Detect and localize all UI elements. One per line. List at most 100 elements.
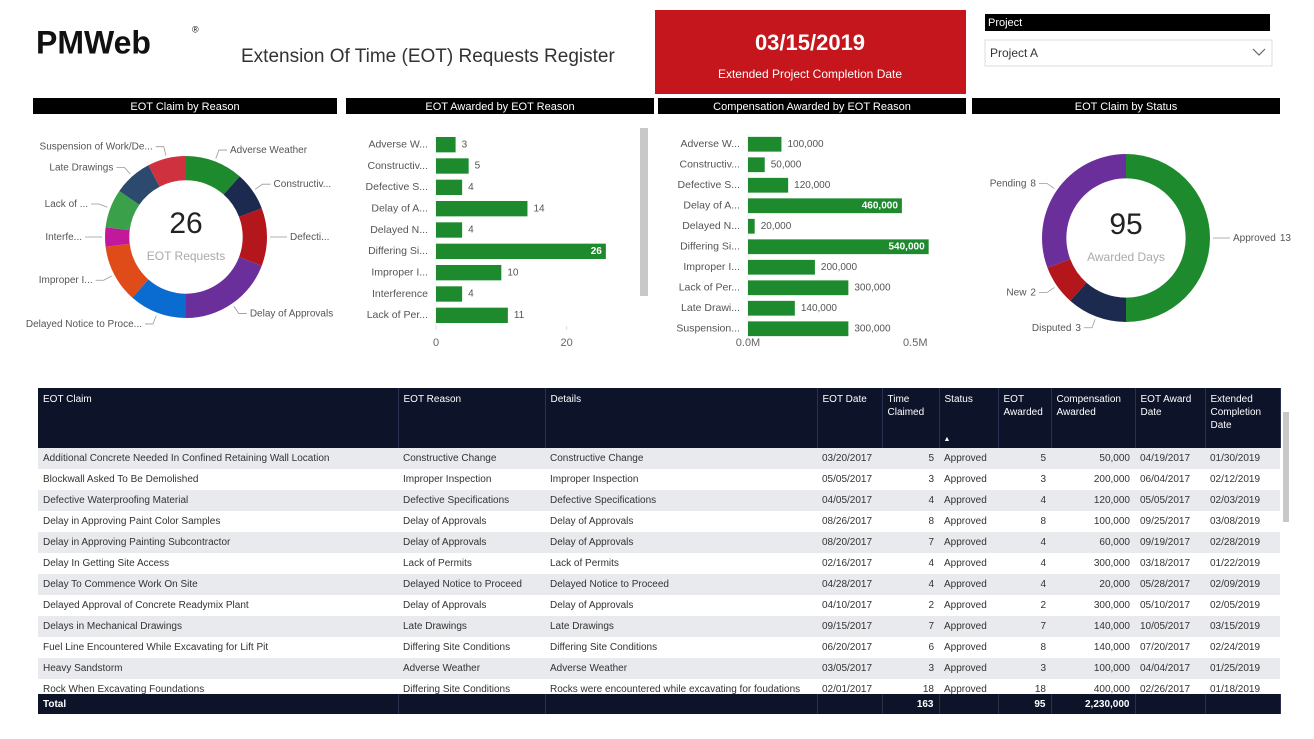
value-label: 140,000 [801, 303, 838, 314]
table-cell: Rocks were encountered while excavating … [550, 684, 801, 694]
column-header[interactable]: Status [939, 388, 999, 448]
table-cell: Differing Site Conditions [550, 642, 658, 653]
column-header[interactable]: EOT Awarded [998, 388, 1052, 448]
kpi-label: Extended Project Completion Date [718, 67, 902, 81]
column-header[interactable]: EOT Date [817, 388, 883, 448]
slice-label: Delay of Approvals [250, 308, 333, 319]
slice-label: Adverse Weather [230, 145, 308, 156]
slice-category: Disputed [1032, 322, 1071, 333]
dashboard: PMWeb ® Extension Of Time (EOT) Requests… [26, 10, 1291, 349]
value-label: 540,000 [888, 241, 925, 252]
table-cell: 03/18/2017 [1140, 558, 1191, 569]
value-label: 50,000 [771, 159, 802, 170]
table-cell: 18 [1034, 684, 1046, 694]
table-cell: 8 [1040, 516, 1046, 527]
column-header[interactable]: Compensation Awarded [1051, 388, 1136, 448]
slice-value: 8 [1030, 178, 1036, 189]
chart-title-bar [658, 98, 966, 114]
table-cell: 60,000 [1051, 532, 1135, 553]
header-row: EOT Claim EOT Reason Details EOT Date Time C… [38, 388, 1281, 448]
logo: PMWeb [36, 24, 151, 60]
slicer-dropdown[interactable] [984, 39, 1273, 67]
table-cell: 7 [882, 532, 939, 553]
slicer-value: Project A [990, 46, 1038, 60]
table-cell: Differing Site Conditions [403, 684, 511, 694]
column-header[interactable]: EOT Claim [38, 388, 399, 448]
total-cell [939, 694, 999, 714]
bar [436, 136, 456, 153]
table-cell: 4 [882, 574, 939, 595]
chart-title: EOT Claim by Status [1075, 101, 1178, 113]
table-cell: 400,000 [1093, 684, 1130, 694]
table-cell: 01/30/2019 [1205, 448, 1280, 469]
table-cell: 5 [998, 448, 1051, 469]
table-cell: 05/10/2017 [1140, 600, 1191, 611]
y-tick-label: Delay of A... [683, 200, 740, 212]
x-tick-label: 0 [433, 337, 439, 349]
total-cell: 163 [882, 694, 940, 714]
total-cell: Total [38, 694, 399, 714]
table-cell: 50,000 [1051, 448, 1135, 469]
x-tick-label: 0.5M [903, 337, 927, 349]
slice-label: Pending 8 [990, 178, 1037, 189]
bar [436, 179, 463, 196]
table-cell: 01/22/2019 [1210, 558, 1261, 569]
column-header[interactable]: Time Claimed [882, 388, 940, 448]
table-cell: 3 [928, 474, 934, 485]
leader-line [1083, 319, 1096, 329]
table-scrollbar[interactable] [1283, 412, 1289, 522]
bar [436, 286, 463, 302]
table-cell: 02/24/2019 [1210, 642, 1261, 653]
table-cell: 4 [1040, 558, 1046, 569]
table-cell: Defective Specifications [398, 490, 545, 511]
table-cell: 02/09/2019 [1205, 574, 1280, 595]
table-cell: 6 [928, 642, 934, 653]
table-row: Delays in Mechanical Drawings Late Drawin… [38, 616, 1280, 637]
chart-scrollbar[interactable] [640, 128, 648, 296]
table-cell: 5 [882, 448, 939, 469]
chart-title-bar [33, 98, 337, 114]
table-row: Fuel Line Encountered While Excavating f… [38, 637, 1280, 658]
table-cell: Delay of Approvals [398, 532, 545, 553]
donut-slice [1042, 154, 1126, 268]
table-cell: Adverse Weather [545, 658, 817, 679]
slice-category: Improper I... [39, 275, 93, 286]
value-label: 300,000 [854, 323, 891, 334]
table-cell: 20,000 [1051, 574, 1135, 595]
column-header[interactable]: EOT Reason [398, 388, 546, 448]
y-tick-label: Adverse W... [680, 138, 740, 150]
donut-center-value: 95 [1109, 208, 1142, 241]
donut-center-value: 26 [169, 207, 202, 240]
value-label: 10 [507, 267, 519, 278]
slice-category: Interfe... [45, 232, 82, 243]
chart-title: EOT Awarded by EOT Reason [425, 101, 574, 113]
column-header[interactable]: Extended Completion Date [1205, 388, 1281, 448]
total-cell [545, 694, 818, 714]
donut-slice [186, 257, 262, 318]
table-cell: 7 [882, 616, 939, 637]
y-tick-label: Improper I... [371, 266, 428, 278]
bar [748, 198, 902, 214]
table-row: Delay In Getting Site Access Lack of Perm… [38, 553, 1280, 574]
table-cell: 08/20/2017 [817, 532, 882, 553]
table-cell: Approved [944, 558, 987, 569]
bar [436, 200, 528, 217]
table-cell: 02/12/2019 [1210, 474, 1261, 485]
slicer-label: Project [988, 17, 1022, 29]
dropdown-chevron[interactable] [1252, 48, 1266, 56]
bar [436, 264, 502, 281]
y-tick-label: Adverse W... [368, 138, 428, 150]
table-cell: 04/05/2017 [817, 490, 882, 511]
bar [436, 307, 508, 324]
y-tick-label: Lack of Per... [679, 282, 740, 294]
table-cell: Delayed Notice to Proceed [545, 574, 817, 595]
bar [748, 280, 849, 296]
table-row: Delay in Approving Paint Color Samples De… [38, 511, 1280, 532]
table-total: Total 163 95 2,230,000 [38, 694, 1281, 714]
donut-slice [1070, 282, 1126, 322]
column-header[interactable]: EOT Award Date [1135, 388, 1206, 448]
column-header[interactable]: Details [545, 388, 818, 448]
table-cell: 8 [928, 516, 934, 527]
value-label: 20,000 [761, 221, 792, 232]
